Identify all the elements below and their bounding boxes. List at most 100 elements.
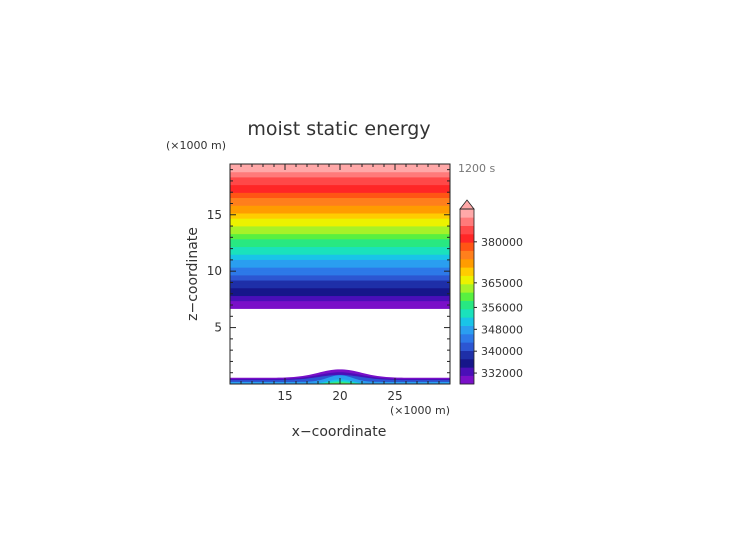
colorbar-segment bbox=[460, 225, 474, 235]
x-unit-label: (×1000 m) bbox=[390, 404, 450, 417]
x-tick-label: 20 bbox=[332, 389, 347, 403]
y-ticks: 5 10 15 bbox=[207, 169, 450, 374]
contour-band bbox=[230, 300, 450, 304]
contour-band bbox=[230, 249, 450, 253]
colorbar-segment bbox=[460, 292, 474, 301]
contour-band bbox=[230, 176, 450, 180]
contour-fills bbox=[230, 164, 450, 384]
contour-band bbox=[230, 207, 450, 211]
contour-band bbox=[230, 259, 450, 263]
contour-band bbox=[230, 272, 450, 276]
contour-band bbox=[230, 287, 450, 291]
chart-title: moist static energy bbox=[247, 118, 430, 140]
contour-band bbox=[230, 194, 450, 199]
contour-band bbox=[230, 264, 450, 268]
contour-band bbox=[230, 241, 450, 245]
contour-band bbox=[230, 303, 450, 307]
time-label: 1200 s bbox=[458, 162, 495, 175]
colorbar-segment bbox=[460, 250, 474, 260]
contour-band bbox=[230, 212, 450, 217]
contour-band bbox=[230, 197, 450, 201]
x-tick-label: 25 bbox=[387, 389, 402, 403]
colorbar-segment bbox=[460, 359, 474, 368]
colorbar-segment bbox=[460, 342, 474, 351]
contour-band bbox=[230, 238, 450, 242]
colorbar-border bbox=[459, 208, 475, 385]
colorbar-segment bbox=[460, 242, 474, 251]
colorbar-segment bbox=[460, 209, 474, 218]
contour-band bbox=[230, 218, 450, 222]
contour-band bbox=[230, 267, 450, 271]
colorbar-segment bbox=[460, 267, 474, 276]
contour-band bbox=[230, 215, 450, 219]
contour-band bbox=[230, 261, 450, 266]
colorbar: 332000 340000 348000 356000 365000 380000 bbox=[459, 199, 523, 385]
contour-band bbox=[230, 298, 450, 302]
colorbar-segment bbox=[460, 284, 474, 293]
contour-band bbox=[230, 256, 450, 260]
contour-band bbox=[230, 174, 450, 178]
contour-band bbox=[230, 210, 450, 214]
contour-band bbox=[230, 251, 450, 255]
contour-band bbox=[230, 169, 450, 173]
colorbar-tick-label: 340000 bbox=[481, 345, 523, 358]
colorbar-segment bbox=[460, 234, 474, 243]
contour-band bbox=[230, 233, 450, 237]
contour-band bbox=[230, 179, 450, 183]
x-ticks: 15 20 25 bbox=[229, 164, 451, 403]
contour-band bbox=[230, 290, 450, 294]
colorbar-segment bbox=[460, 300, 474, 310]
colorbar-segment bbox=[460, 367, 474, 376]
contour-band bbox=[230, 285, 450, 289]
contour-band bbox=[230, 192, 450, 196]
contour-band bbox=[230, 225, 450, 229]
y-tick-label: 15 bbox=[207, 208, 222, 222]
colorbar-segment bbox=[460, 217, 474, 226]
colorbar-segment bbox=[460, 317, 474, 326]
contour-band bbox=[230, 282, 450, 286]
contour-band bbox=[230, 228, 450, 232]
contour-band bbox=[230, 236, 450, 240]
contour-band bbox=[230, 274, 450, 278]
contour-band bbox=[230, 246, 450, 250]
contour-band bbox=[230, 182, 450, 186]
contour-band bbox=[230, 231, 450, 235]
contour-band bbox=[230, 295, 450, 299]
colorbar-tick-label: 365000 bbox=[481, 277, 523, 290]
colorbar-segment bbox=[460, 375, 474, 385]
contour-band bbox=[230, 277, 450, 281]
contour-band bbox=[230, 292, 450, 297]
contour-band bbox=[230, 171, 450, 175]
y-tick-label: 5 bbox=[214, 321, 222, 335]
colorbar-tick-label: 332000 bbox=[481, 367, 523, 380]
contour-band bbox=[230, 200, 450, 204]
colorbar-segment bbox=[460, 325, 474, 335]
x-tick-label: 15 bbox=[277, 389, 292, 403]
colorbar-segment bbox=[460, 309, 474, 318]
contour-band bbox=[230, 184, 450, 188]
colorbar-tick-label: 356000 bbox=[481, 301, 523, 314]
colorbar-tick-label: 380000 bbox=[481, 236, 523, 249]
colorbar-segment bbox=[460, 259, 474, 268]
colorbar-extend-arrow bbox=[459, 199, 475, 210]
x-axis-label: x−coordinate bbox=[292, 424, 387, 440]
colorbar-segment bbox=[460, 275, 474, 285]
y-axis-label: z−coordinate bbox=[185, 227, 201, 321]
y-tick-label: 10 bbox=[207, 264, 222, 278]
contour-band bbox=[230, 243, 450, 248]
contour-band bbox=[230, 205, 450, 209]
contour-band bbox=[230, 220, 450, 224]
contour-band bbox=[230, 280, 450, 284]
contour-band bbox=[230, 254, 450, 258]
y-unit-label: (×1000 m) bbox=[166, 139, 226, 152]
colorbar-tick-label: 348000 bbox=[481, 323, 523, 336]
colorbar-segment bbox=[460, 334, 474, 343]
contour-band bbox=[230, 305, 450, 309]
contour-band bbox=[230, 223, 450, 227]
contour-band bbox=[230, 187, 450, 191]
contour-band bbox=[230, 269, 450, 273]
colorbar-segment bbox=[460, 350, 474, 360]
contour-band bbox=[230, 202, 450, 206]
